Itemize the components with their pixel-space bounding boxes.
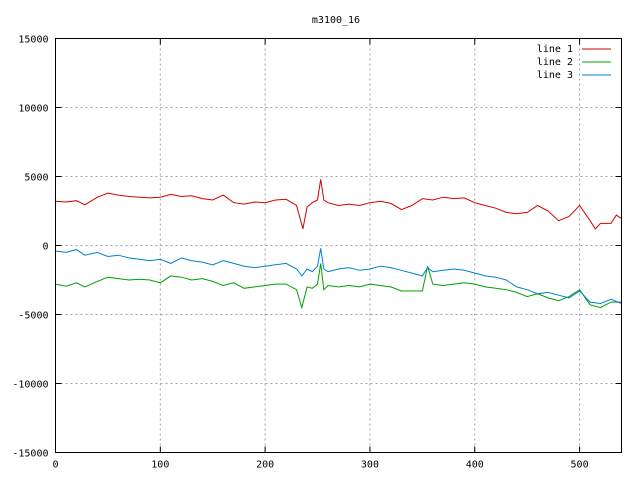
legend-label-2: line 2 [537,57,573,68]
chart-title: m3100_16 [312,15,360,26]
series-line-2 [55,263,622,310]
series-line-1 [55,179,622,230]
y-tick-label: 15000 [18,35,48,46]
x-tick-label: 500 [571,460,589,471]
x-tick-label: 0 [52,460,58,471]
y-tick-label: -15000 [12,449,48,460]
axis-ticks: 0 100 200 300 400 500 -15000 -10000 -5000 0 5000 10… [12,35,622,471]
x-tick-label: 300 [361,460,379,471]
x-tick-label: 200 [256,460,274,471]
series-layer [55,179,622,310]
y-tick-label: -5000 [18,311,48,322]
x-tick-label: 100 [151,460,169,471]
legend-label-3: line 3 [537,70,573,81]
y-tick-label: 5000 [24,173,48,184]
legend: line 1 line 2 line 3 [537,44,611,81]
x-tick-label: 400 [466,460,484,471]
y-tick-label: -10000 [12,380,48,391]
grid-lines [55,38,622,453]
series-line-3 [55,248,622,305]
y-tick-label: 0 [42,242,48,253]
legend-label-1: line 1 [537,44,573,55]
y-tick-label: 10000 [18,104,48,115]
